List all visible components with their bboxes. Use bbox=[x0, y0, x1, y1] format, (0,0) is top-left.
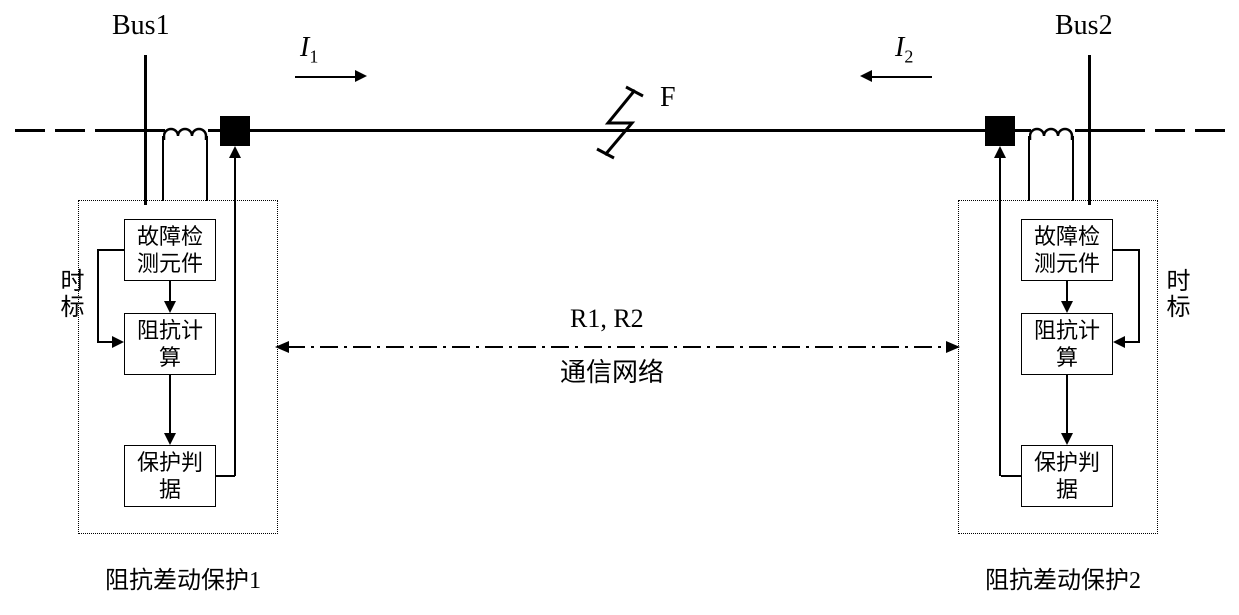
ct-lead-left bbox=[162, 136, 164, 201]
diagram-canvas: Bus1 Bus2 I1 bbox=[0, 0, 1239, 615]
protection-box-2: 故障检测元件 阻抗计算 保护判据 bbox=[958, 200, 1158, 534]
timestamp-label-1: 时标 bbox=[52, 268, 87, 320]
fault-label: F bbox=[660, 82, 676, 114]
bus1-label: Bus1 bbox=[112, 10, 170, 42]
fault-icon bbox=[590, 85, 650, 165]
breaker-left bbox=[220, 116, 250, 146]
trip-line-2 bbox=[999, 158, 1001, 476]
breaker-right bbox=[985, 116, 1015, 146]
bus2-label: Bus2 bbox=[1055, 10, 1113, 42]
impedance-calc-block-2: 阻抗计算 bbox=[1021, 313, 1113, 375]
ct-lead-right bbox=[1028, 136, 1030, 201]
ct-lead-left bbox=[206, 136, 208, 201]
fault-detect-block-1: 故障检测元件 bbox=[124, 219, 216, 281]
transmission-line bbox=[95, 129, 165, 132]
trip-arrow-1 bbox=[229, 146, 241, 158]
transmission-line bbox=[1075, 129, 1145, 132]
ct-coil-left bbox=[163, 120, 210, 145]
ct-coil-right bbox=[1029, 120, 1076, 145]
comm-bottom-label: 通信网络 bbox=[560, 352, 664, 389]
line-dash-left bbox=[15, 129, 45, 132]
protection-box-1: 故障检测元件 阻抗计算 保护判据 bbox=[78, 200, 278, 534]
i1-label: I1 bbox=[300, 32, 318, 68]
timestamp-label-2: 时标 bbox=[1158, 268, 1193, 320]
trip-line-1 bbox=[215, 475, 235, 477]
protection-caption-2: 阻抗差动保护2 bbox=[985, 560, 1141, 595]
impedance-calc-block-1: 阻抗计算 bbox=[124, 313, 216, 375]
ct-lead-right bbox=[1072, 136, 1074, 201]
line-dash-left bbox=[55, 129, 85, 132]
trip-arrow-2 bbox=[994, 146, 1006, 158]
criterion-block-1: 保护判据 bbox=[124, 445, 216, 507]
trip-line-2 bbox=[1001, 475, 1021, 477]
line-dash-right bbox=[1195, 129, 1225, 132]
bus1-bar bbox=[144, 55, 147, 205]
i2-label: I2 bbox=[895, 32, 913, 68]
line-dash-right bbox=[1155, 129, 1185, 132]
protection-caption-1: 阻抗差动保护1 bbox=[105, 560, 261, 595]
bus2-bar bbox=[1088, 55, 1091, 205]
trip-line-1 bbox=[234, 158, 236, 476]
criterion-block-2: 保护判据 bbox=[1021, 445, 1113, 507]
comm-top-label: R1, R2 bbox=[570, 304, 644, 334]
fault-detect-block-2: 故障检测元件 bbox=[1021, 219, 1113, 281]
